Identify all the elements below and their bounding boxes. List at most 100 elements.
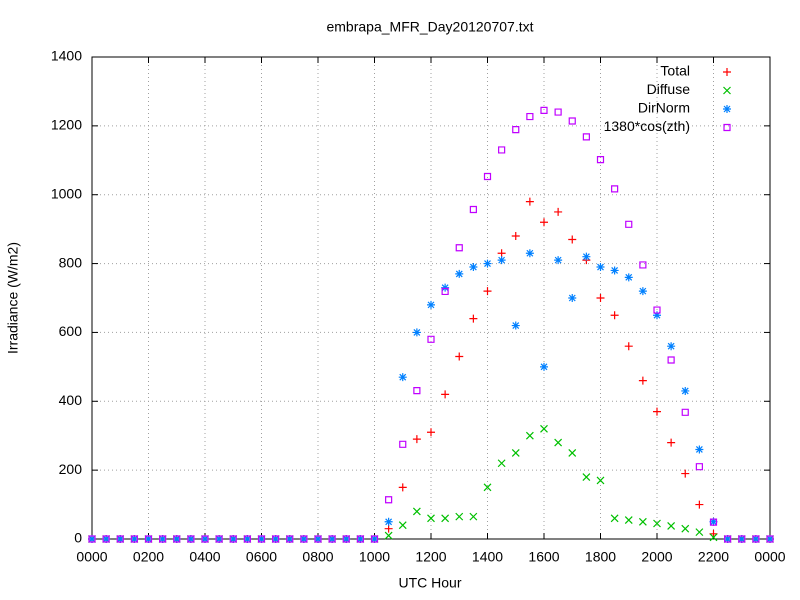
y-axis-label: Irradiance (W/m2) [5,242,21,354]
data-point [512,126,520,134]
data-point [384,517,393,526]
data-point [554,108,562,116]
data-point [497,459,506,468]
data-point [412,328,421,337]
data-point [723,535,732,543]
data-point [172,535,181,543]
data-point [257,535,266,543]
data-point [314,535,322,543]
data-point [427,335,435,343]
x-tick-label: 0800 [302,549,333,565]
data-point [554,438,563,447]
data-point [201,535,209,543]
data-point [88,535,96,543]
y-tick-label: 400 [59,392,83,408]
data-point [737,535,746,543]
data-point [511,232,520,241]
data-point [469,263,478,272]
data-point [483,259,492,268]
data-point [596,263,605,272]
data-point [229,535,237,543]
data-point [738,535,746,543]
data-point [568,117,576,125]
x-tick-label: 0400 [189,549,220,565]
data-point [342,535,350,543]
data-point [483,287,492,296]
y-tick-label: 800 [59,254,83,270]
data-point [285,535,294,543]
x-tick-label: 1200 [415,549,446,565]
data-point [158,535,167,543]
data-point [554,256,563,265]
data-point [385,496,393,504]
data-point [695,500,704,509]
data-point [610,266,619,275]
data-point [469,314,478,323]
data-point [186,535,195,543]
data-point [497,249,506,258]
data-point [384,524,393,533]
data-point [455,269,464,278]
data-point [412,435,421,444]
data-point [610,514,619,523]
data-point [695,445,704,454]
x-tick-label: 1600 [528,549,559,565]
data-point [286,535,294,543]
data-point [497,256,506,265]
legend-marker [723,86,731,95]
data-point [625,220,633,228]
data-point [328,535,337,543]
legend-label: Total [660,63,690,79]
data-point [525,249,534,258]
data-point [328,535,336,543]
data-point [653,519,661,528]
data-point [540,424,548,433]
data-point [766,535,774,543]
data-point [257,535,266,543]
data-point [314,535,322,543]
data-point [568,449,577,457]
x-tick-label: 1800 [585,549,616,565]
legend-label: 1380*cos(zth) [604,118,690,134]
data-point [173,535,181,543]
data-point [413,387,421,395]
data-point [243,535,251,543]
data-point [398,521,407,530]
data-point [441,283,450,292]
data-point [596,476,605,485]
data-point [441,390,450,399]
data-point [596,294,605,302]
x-tick-label: 1000 [359,549,390,565]
data-point [653,306,661,314]
data-point [399,440,407,448]
data-point [299,535,308,543]
data-point [455,512,464,521]
data-point [667,342,676,351]
x-tick-label: 0000 [76,549,107,565]
data-point [469,512,478,521]
data-point [398,373,407,382]
data-point [526,112,534,121]
y-tick-label: 200 [59,461,83,477]
data-point [667,521,676,530]
data-point [102,535,110,543]
legend-label: Diffuse [647,81,691,97]
data-point [455,352,464,361]
data-point [681,524,690,533]
y-tick-label: 1000 [51,185,82,201]
data-point [681,469,690,478]
data-point [88,535,96,543]
plot-frame [91,56,771,540]
data-point [667,356,675,364]
data-point [624,342,633,351]
data-point [102,535,111,543]
data-point [201,535,209,543]
data-point [229,535,238,543]
x-tick-label: 0200 [133,549,164,565]
data-point [582,252,591,261]
data-point [709,517,718,526]
data-point [638,287,647,296]
y-tick-label: 0 [74,530,82,546]
data-point [342,535,351,543]
